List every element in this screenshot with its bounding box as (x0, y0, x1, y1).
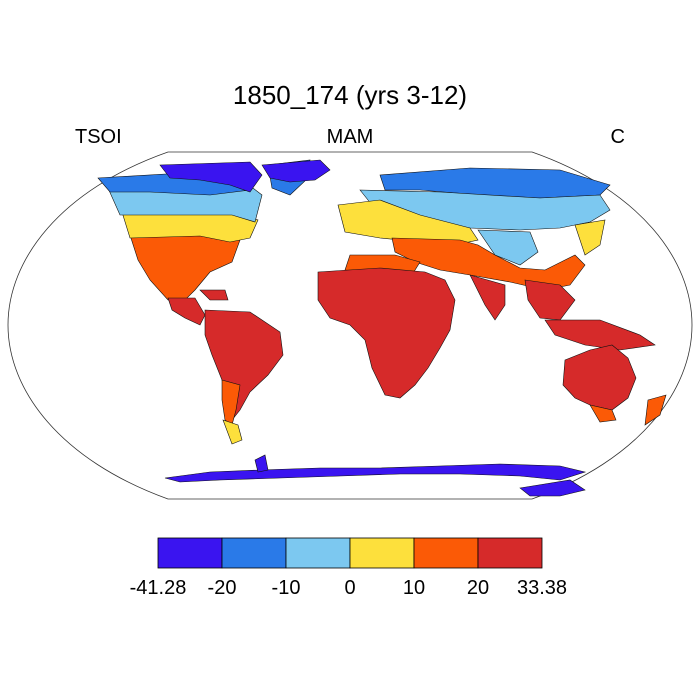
colorbar-swatch (157, 537, 223, 569)
colorbar-tick-label: -20 (208, 577, 237, 599)
colorbar-tick-label: 33.38 (517, 577, 567, 599)
colorbar-swatch (221, 537, 287, 569)
colorbar-tick-label: -41.28 (130, 577, 187, 599)
world-map (7, 151, 693, 500)
antarctica (164, 454, 587, 497)
colorbar-tick-label: 20 (467, 577, 489, 599)
season-label: MAM (326, 126, 374, 148)
colorbar-tick-label: -10 (272, 577, 301, 599)
eurasia (337, 167, 656, 351)
australia (562, 344, 667, 426)
africa (317, 254, 456, 399)
south-america (204, 309, 284, 445)
colorbar-tick-label: 10 (403, 577, 425, 599)
variable-label: TSOI (75, 126, 122, 148)
colorbar: -41.28 -20 -10 0 10 20 33.38 (130, 537, 567, 599)
colorbar-tick-label: 0 (344, 577, 355, 599)
colorbar-swatch (285, 537, 351, 569)
map-title: 1850_174 (yrs 3-12) (232, 80, 468, 110)
units-label: C (610, 126, 625, 148)
colorbar-swatch (413, 537, 479, 569)
colorbar-swatch (477, 537, 543, 569)
greenland (261, 159, 331, 183)
colorbar-swatch (349, 537, 415, 569)
